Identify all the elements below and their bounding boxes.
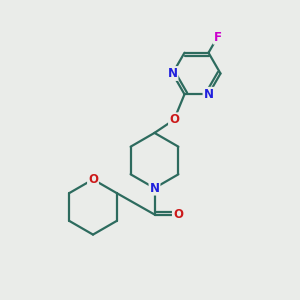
Text: N: N	[167, 67, 178, 80]
Text: N: N	[203, 88, 214, 101]
Text: O: O	[173, 208, 183, 221]
Text: O: O	[88, 173, 98, 186]
Text: O: O	[169, 113, 179, 126]
Text: F: F	[214, 31, 221, 44]
Text: N: N	[149, 182, 160, 195]
